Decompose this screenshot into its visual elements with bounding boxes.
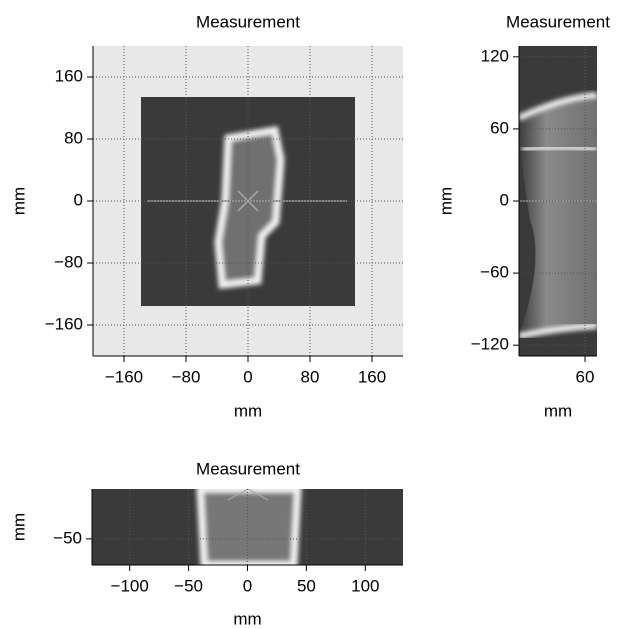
y-tick-label: −60 bbox=[480, 263, 509, 282]
y-tick-label: −160 bbox=[45, 314, 83, 333]
chart-title: Measurement bbox=[506, 12, 610, 31]
y-tick-label: 60 bbox=[490, 118, 509, 137]
x-tick-label: −160 bbox=[105, 367, 143, 386]
y-tick-label: −80 bbox=[54, 252, 83, 271]
chart-title: Measurement bbox=[196, 12, 300, 31]
image-coronal bbox=[92, 489, 403, 565]
x-axis-label: mm bbox=[234, 401, 262, 420]
x-tick-label: 160 bbox=[358, 367, 386, 386]
y-tick-label: 0 bbox=[74, 190, 83, 209]
y-axis-label: mm bbox=[9, 513, 28, 541]
chart-title: Measurement bbox=[196, 459, 300, 478]
x-tick-label: −50 bbox=[174, 576, 203, 595]
y-tick-label: −50 bbox=[53, 528, 82, 547]
y-tick-label: 80 bbox=[64, 128, 83, 147]
x-tick-label: −80 bbox=[172, 367, 201, 386]
x-tick-label: 0 bbox=[243, 576, 252, 595]
y-axis-label: mm bbox=[436, 187, 455, 215]
y-tick-label: 0 bbox=[500, 190, 509, 209]
y-tick-label: 160 bbox=[55, 66, 83, 85]
image-axial bbox=[93, 46, 403, 356]
y-axis-label: mm bbox=[9, 187, 28, 215]
x-axis-label: mm bbox=[233, 609, 261, 628]
x-axis-label: mm bbox=[544, 401, 572, 420]
y-tick-label: −120 bbox=[471, 335, 509, 354]
x-tick-label: −100 bbox=[111, 576, 149, 595]
x-tick-label: 100 bbox=[351, 576, 379, 595]
x-tick-label: 80 bbox=[301, 367, 320, 386]
x-tick-label: 60 bbox=[576, 367, 595, 386]
axes: Measurement mm mm −160 −80 0 80 160 −160 −80 0 80 16… bbox=[9, 12, 610, 628]
x-tick-label: 50 bbox=[297, 576, 316, 595]
x-tick-label: 0 bbox=[243, 367, 252, 386]
y-tick-label: 120 bbox=[481, 46, 509, 65]
